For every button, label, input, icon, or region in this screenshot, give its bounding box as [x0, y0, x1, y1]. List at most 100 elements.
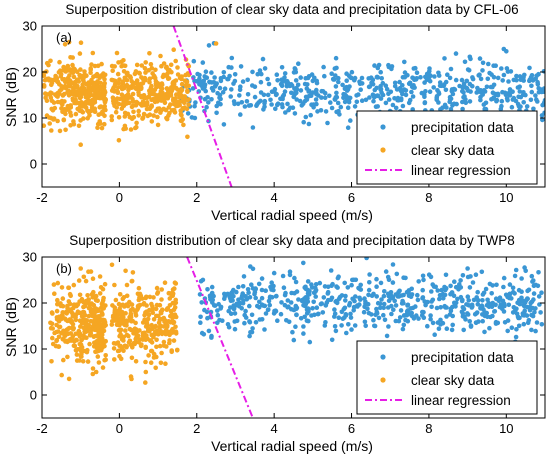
panel-a-precipitation-data-point: [308, 112, 314, 118]
panel-a-clear-sky-data-point: [49, 91, 54, 96]
panel-b-axes: -2 0 2 4 6 8 10 0 10 20 30: [23, 250, 546, 436]
panel-b-precipitation-data-point: [519, 289, 524, 295]
panel-a-precipitation-data-point: [534, 73, 539, 78]
panel-b-x-tick-label: 10: [499, 421, 513, 436]
panel-a-clear-sky-data-point: [167, 67, 172, 73]
panel-b-precipitation-data-point: [444, 314, 449, 319]
panel-a-precipitation-data-point: [520, 92, 526, 97]
panel-a-x-tick-label: 6: [348, 190, 355, 205]
panel-a-precipitation-data-point: [296, 61, 301, 66]
panel-a-precipitation-data-point: [274, 72, 280, 77]
panel-a-precipitation-data-point: [346, 95, 351, 100]
panel-a-clear-sky-data-point: [180, 106, 186, 111]
panel-a-clear-sky-data-point: [72, 82, 78, 87]
panel-b-precipitation-data-point: [398, 308, 404, 313]
panel-a-precipitation-data-point: [541, 86, 545, 91]
panel-b-precipitation-data-point: [514, 306, 519, 312]
panel-a-clear-sky-data-point: [87, 98, 92, 104]
panel-b-precipitation-data-point: [332, 307, 337, 312]
panel-b-clear-sky-data-point: [96, 330, 101, 336]
panel-b-clear-sky-data-point: [77, 292, 83, 298]
panel-b-precipitation-data-point: [473, 272, 479, 278]
panel-a-clear-sky-data-point: [144, 95, 150, 100]
panel-b-precipitation-data-point: [288, 300, 294, 305]
panel-b-clear-sky-data-point: [133, 313, 139, 318]
panel-a-precipitation-data-point: [322, 73, 327, 79]
panel-b-precipitation-data-point: [379, 297, 384, 302]
panel-a-precipitation-data-point: [400, 88, 406, 93]
panel-a-precipitation-data-point: [283, 110, 288, 115]
panel-b-precipitation-data-point: [409, 286, 415, 292]
panel-b-precipitation-data-point: [452, 279, 457, 285]
panel-b-clear-sky-data-point: [137, 328, 142, 333]
panel-a-clear-sky-data-point: [149, 66, 155, 71]
panel-a-clear-sky-data-point: [59, 84, 64, 89]
panel-a-clear-sky-data-point: [168, 93, 174, 98]
panel-a-precipitation-data-point: [441, 82, 447, 87]
panel-b-precipitation-data-point: [501, 309, 507, 314]
panel-a-precipitation-data-point: [346, 73, 352, 78]
panel-b-clear-sky-data-point: [147, 294, 153, 300]
panel-b-clear-sky-data-point: [67, 301, 73, 307]
panel-a-clear-sky-data-point: [133, 125, 138, 131]
panel-a-precipitation-data-point: [490, 96, 496, 101]
panel-b-precipitation-data-point: [514, 327, 519, 332]
panel-b-clear-sky-data-point: [50, 335, 55, 341]
panel-a-precipitation-data-point: [397, 79, 402, 85]
panel-b-clear-sky-data-point: [89, 292, 95, 297]
panel-b-precipitation-data-point: [215, 308, 220, 313]
panel-a-clear-sky-data-point: [44, 60, 50, 66]
panel-a-clear-sky-data-point: [122, 114, 128, 119]
panel-a-precipitation-data-point: [250, 69, 255, 75]
panel-b-precipitation-data-point: [480, 298, 485, 303]
panel-a-precipitation-data-point: [499, 66, 504, 71]
panel-a-precipitation-data-point: [453, 77, 459, 83]
panel-a-precipitation-data-point: [379, 76, 385, 81]
panel-b-precipitation-data-point: [250, 266, 256, 272]
panel-a-precipitation-data-point: [229, 87, 234, 92]
panel-b-clear-sky-data-point: [162, 280, 168, 286]
panel-a-precipitation-data-point: [333, 73, 338, 78]
panel-a-clear-sky-data-point: [125, 84, 130, 89]
panel-a-precipitation-data-point: [266, 81, 272, 87]
panel-a-precipitation-data-point: [516, 94, 521, 100]
panel-b-precipitation-data-point: [246, 290, 251, 296]
panel-b-precipitation-data-point: [228, 305, 233, 310]
panel-a-clear-sky-data-point: [168, 87, 174, 93]
panel-a-precipitation-data-point: [294, 97, 300, 102]
panel-b-clear-sky-data-point: [163, 331, 169, 336]
panel-b-precipitation-data-point: [403, 275, 408, 281]
panel-b-precipitation-data-point: [328, 297, 334, 303]
panel-a-precipitation-data-point: [467, 54, 473, 60]
panel-b-precipitation-data-point: [291, 337, 297, 343]
panel-b-clear-sky-data-point: [52, 330, 57, 336]
panel-a-clear-sky-data-point: [174, 92, 179, 97]
panel-b-clear-sky-data-point: [120, 296, 126, 302]
panel-b-clear-sky-data-point: [175, 347, 180, 353]
panel-a-precipitation-data-point: [220, 90, 226, 95]
panel-a-precipitation-data-point: [358, 87, 364, 92]
panel-b-precipitation-data-point: [507, 282, 513, 287]
panel-a-precipitation-data-point: [437, 83, 443, 88]
panel-b-precipitation-data-point: [279, 300, 284, 305]
panel-b-clear-sky-data-point: [121, 348, 126, 354]
panel-a-clear-sky-data-point: [159, 63, 164, 69]
panel-b-precipitation-data-point: [509, 325, 515, 331]
panel-b-precipitation-data-point: [249, 312, 255, 318]
panel-b-precipitation-data-point: [420, 295, 426, 300]
panel-b-precipitation-data-point: [449, 327, 455, 333]
panel-a-clear-sky-data-point: [57, 128, 63, 134]
panel-b-x-tick-label: -2: [36, 421, 48, 436]
panel-b-precipitation-data-point: [209, 335, 214, 340]
panel-a-precipitation-data-point: [265, 76, 270, 82]
panel-a-precipitation-data-point: [392, 80, 398, 86]
panel-a-clear-sky-data-point: [171, 101, 177, 107]
panel-a-clear-sky-data-point: [115, 71, 121, 77]
panel-a-precipitation-data-point: [465, 67, 471, 72]
panel-b-precipitation-data-point: [243, 315, 249, 320]
panel-b-precipitation-data-point: [348, 311, 353, 317]
panel-b-y-tick-label: 30: [23, 250, 37, 265]
panel-a-clear-sky-data-point: [181, 122, 186, 128]
panel-b-precipitation-data-point: [232, 319, 237, 324]
panel-b-x-axis-label: Vertical radial speed (m/s): [211, 438, 373, 454]
